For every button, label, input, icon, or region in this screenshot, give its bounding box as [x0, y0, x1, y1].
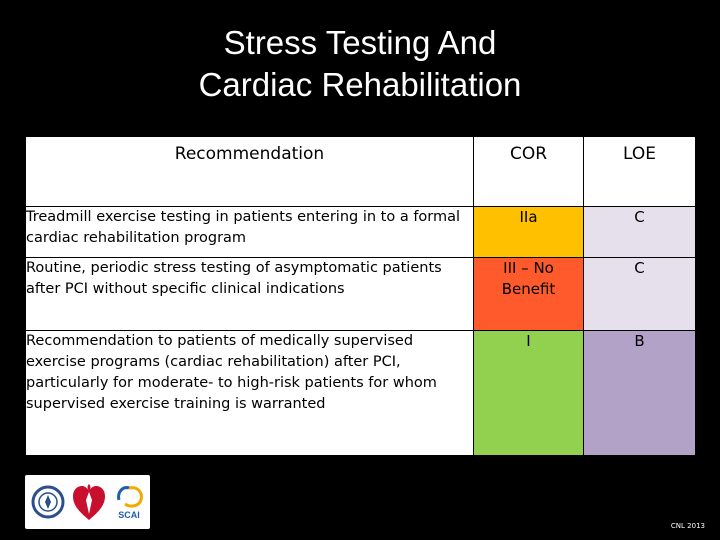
- table-row: Recommendation to patients of medically …: [25, 330, 696, 456]
- title-line-1: Stress Testing And: [223, 24, 497, 61]
- header-cor: COR: [473, 136, 584, 207]
- scai-logo-text: SCAI: [118, 510, 140, 520]
- table-row: Treadmill exercise testing in patients e…: [25, 206, 696, 258]
- loe-cell: B: [583, 330, 696, 456]
- cor-cell: III – No Benefit: [473, 257, 584, 331]
- recommendation-table: Recommendation COR LOE Treadmill exercis…: [25, 136, 696, 456]
- footnote: CNL 2013: [670, 522, 705, 530]
- header-loe: LOE: [583, 136, 696, 207]
- aha-heart-torch-icon: [73, 484, 105, 520]
- header-recommendation: Recommendation: [25, 136, 474, 207]
- recommendation-cell: Treadmill exercise testing in patients e…: [25, 206, 474, 258]
- recommendation-cell: Routine, periodic stress testing of asym…: [25, 257, 474, 331]
- slide-title: Stress Testing And Cardiac Rehabilitatio…: [0, 22, 720, 106]
- society-logos: SCAI: [25, 475, 150, 529]
- acc-seal-icon: [31, 485, 65, 519]
- recommendation-cell: Recommendation to patients of medically …: [25, 330, 474, 456]
- loe-cell: C: [583, 257, 696, 331]
- title-line-2: Cardiac Rehabilitation: [198, 66, 522, 103]
- scai-logo-icon: SCAI: [117, 486, 143, 520]
- table-row: Routine, periodic stress testing of asym…: [25, 257, 696, 331]
- table-header-row: Recommendation COR LOE: [25, 136, 696, 207]
- cor-cell: I: [473, 330, 584, 456]
- cor-cell: IIa: [473, 206, 584, 258]
- loe-cell: C: [583, 206, 696, 258]
